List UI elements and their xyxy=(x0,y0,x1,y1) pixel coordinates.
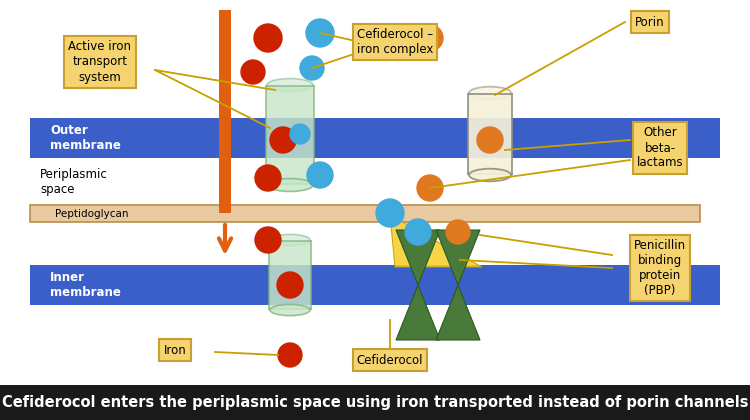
Text: Periplasmic
space: Periplasmic space xyxy=(40,168,108,196)
Bar xyxy=(30,265,720,305)
Text: Other
beta-
lactams: Other beta- lactams xyxy=(637,126,683,170)
Circle shape xyxy=(278,343,302,367)
FancyBboxPatch shape xyxy=(266,85,314,185)
Text: Inner
membrane: Inner membrane xyxy=(50,271,121,299)
Polygon shape xyxy=(390,215,482,267)
Bar xyxy=(0,385,750,420)
Bar xyxy=(30,118,720,158)
Ellipse shape xyxy=(469,169,511,181)
Text: Active iron
transport
system: Active iron transport system xyxy=(68,40,131,84)
Circle shape xyxy=(255,165,281,191)
Text: Penicillin
binding
protein
(PBP): Penicillin binding protein (PBP) xyxy=(634,239,686,297)
Circle shape xyxy=(270,127,296,153)
Circle shape xyxy=(405,219,431,245)
Circle shape xyxy=(417,175,443,201)
Polygon shape xyxy=(396,285,440,340)
Ellipse shape xyxy=(270,234,310,246)
Circle shape xyxy=(417,25,443,51)
Circle shape xyxy=(290,124,310,144)
Circle shape xyxy=(376,199,404,227)
Text: Cefiderocol enters the periplasmic space using iron transported instead of porin: Cefiderocol enters the periplasmic space… xyxy=(2,396,748,410)
Circle shape xyxy=(307,162,333,188)
Circle shape xyxy=(477,127,503,153)
Circle shape xyxy=(277,272,303,298)
Text: Iron: Iron xyxy=(164,344,186,357)
Circle shape xyxy=(300,56,324,80)
Bar xyxy=(219,10,231,213)
Ellipse shape xyxy=(267,79,313,92)
Circle shape xyxy=(306,19,334,47)
Text: Peptidoglycan: Peptidoglycan xyxy=(55,209,128,219)
Text: Cefiderocol –
iron complex: Cefiderocol – iron complex xyxy=(357,28,434,56)
Polygon shape xyxy=(436,230,480,285)
Polygon shape xyxy=(436,285,480,340)
Ellipse shape xyxy=(267,178,313,192)
Ellipse shape xyxy=(469,87,511,99)
Ellipse shape xyxy=(270,304,310,315)
FancyBboxPatch shape xyxy=(269,240,311,310)
Circle shape xyxy=(241,60,265,84)
Text: Cefiderocol: Cefiderocol xyxy=(357,354,423,367)
Circle shape xyxy=(446,220,470,244)
Text: Outer
membrane: Outer membrane xyxy=(50,124,121,152)
Text: Porin: Porin xyxy=(635,16,664,29)
Circle shape xyxy=(255,227,281,253)
FancyBboxPatch shape xyxy=(468,93,512,175)
Circle shape xyxy=(254,24,282,52)
Bar xyxy=(30,205,700,222)
Polygon shape xyxy=(396,230,440,285)
